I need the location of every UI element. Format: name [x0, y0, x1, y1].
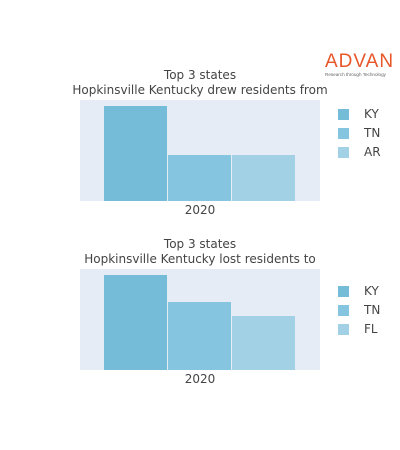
legend-swatch [338, 305, 349, 316]
legend-label: KY [364, 107, 379, 121]
advan-logo: ADVAN Research through Technology [325, 52, 395, 80]
bar-ky [104, 275, 167, 370]
legend-label: TN [364, 126, 381, 140]
bar-fl [232, 315, 295, 370]
x-tick-label: 2020 [184, 203, 216, 217]
legend-swatch [338, 109, 349, 120]
chart-subtitle: Hopkinsville Kentucky drew residents fro… [72, 83, 328, 97]
bar-tn [168, 155, 231, 201]
legend-swatch [338, 286, 349, 297]
chart-subtitle: Hopkinsville Kentucky lost residents to [84, 252, 316, 266]
legend-swatch [338, 128, 349, 139]
plot-area [80, 269, 320, 370]
legend-swatch [338, 324, 349, 335]
legend-label: AR [364, 145, 381, 159]
bar-ar [232, 155, 295, 201]
chart-title: Top 3 states [163, 68, 237, 82]
bar-tn [168, 301, 231, 370]
x-tick-label: 2020 [184, 372, 216, 386]
chart-title: Top 3 states [163, 237, 237, 251]
logo-wordmark: ADVAN [325, 51, 395, 72]
legend-label: FL [364, 322, 378, 336]
legend-label: TN [364, 303, 381, 317]
bar-ky [104, 106, 167, 201]
chart-drew-from: Top 3 states Hopkinsville Kentucky drew … [0, 66, 400, 241]
legend-label: KY [364, 284, 379, 298]
legend-swatch [338, 147, 349, 158]
chart-lost-to: Top 3 states Hopkinsville Kentucky lost … [0, 235, 400, 410]
plot-area [80, 100, 320, 201]
logo-tagline: Research through Technology [325, 72, 386, 77]
